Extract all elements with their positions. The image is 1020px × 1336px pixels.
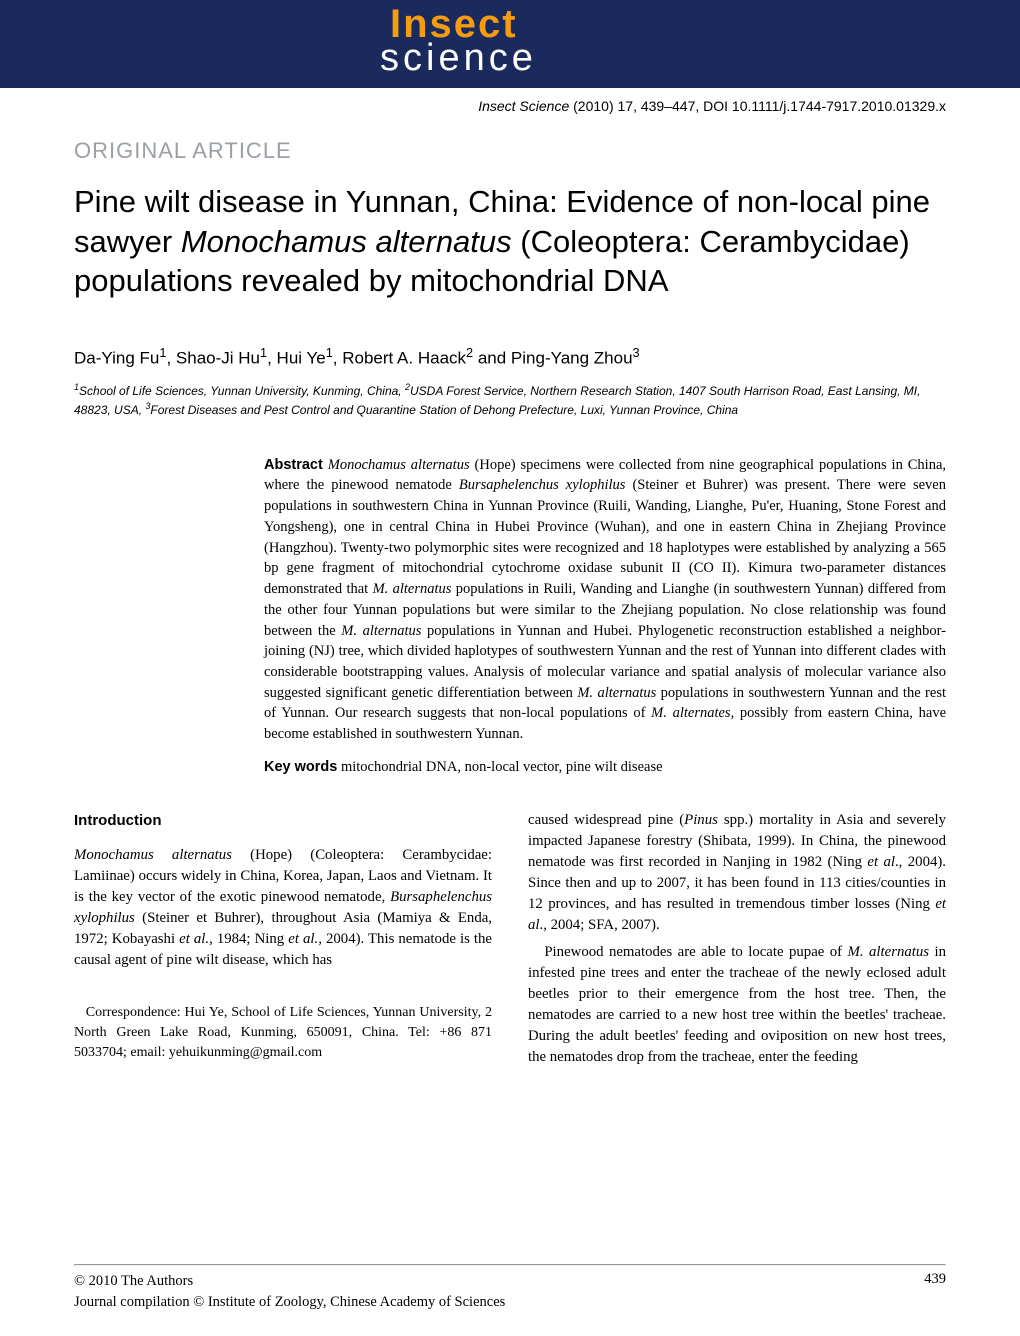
page-number: 439: [924, 1271, 946, 1312]
journal-header-band: Insect science: [0, 0, 1020, 88]
affiliations: 1School of Life Sciences, Yunnan Univers…: [74, 381, 946, 419]
intro-para-left: Monochamus alternatus (Hope) (Coleoptera…: [74, 845, 492, 971]
author-list: Da-Ying Fu1, Shao-Ji Hu1, Hui Ye1, Rober…: [74, 345, 946, 369]
abstract-text: Monochamus alternatus (Hope) specimens w…: [264, 457, 946, 743]
intro-para-right-1: caused widespread pine (Pinus spp.) mort…: [528, 810, 946, 936]
journal-logo: Insect science: [390, 2, 537, 80]
page-footer: © 2010 The Authors Journal compilation ©…: [74, 1263, 946, 1312]
abstract-label: Abstract: [264, 457, 323, 473]
footer-copyright: © 2010 The Authors Journal compilation ©…: [74, 1271, 505, 1312]
keywords-label: Key words: [264, 759, 337, 775]
intro-para-right-2: Pinewood nematodes are able to locate pu…: [528, 942, 946, 1068]
copyright-line-1: © 2010 The Authors: [74, 1271, 505, 1291]
journal-doi: DOI 10.1111/j.1744-7917.2010.01329.x: [703, 98, 946, 114]
body-columns: Introduction Monochamus alternatus (Hope…: [74, 810, 946, 1068]
correspondence-block: Correspondence: Hui Ye, School of Life S…: [74, 1003, 492, 1063]
abstract-block: Abstract Monochamus alternatus (Hope) sp…: [264, 455, 946, 745]
intro-heading: Introduction: [74, 810, 492, 831]
right-column: caused widespread pine (Pinus spp.) mort…: [528, 810, 946, 1068]
journal-name: Insect Science: [478, 98, 569, 114]
logo-bottom-text: science: [380, 37, 537, 80]
keywords-text: mitochondrial DNA, non-local vector, pin…: [337, 759, 662, 775]
journal-year-pages: (2010) 17, 439–447,: [569, 98, 703, 114]
article-content: ORIGINAL ARTICLE Pine wilt disease in Yu…: [0, 114, 1020, 1068]
journal-citation-line: Insect Science (2010) 17, 439–447, DOI 1…: [0, 88, 1020, 114]
left-column: Introduction Monochamus alternatus (Hope…: [74, 810, 492, 1068]
keywords-block: Key words mitochondrial DNA, non-local v…: [264, 759, 946, 776]
copyright-line-2: Journal compilation © Institute of Zoolo…: [74, 1292, 505, 1312]
article-type-label: ORIGINAL ARTICLE: [74, 138, 946, 164]
article-title: Pine wilt disease in Yunnan, China: Evid…: [74, 182, 946, 301]
